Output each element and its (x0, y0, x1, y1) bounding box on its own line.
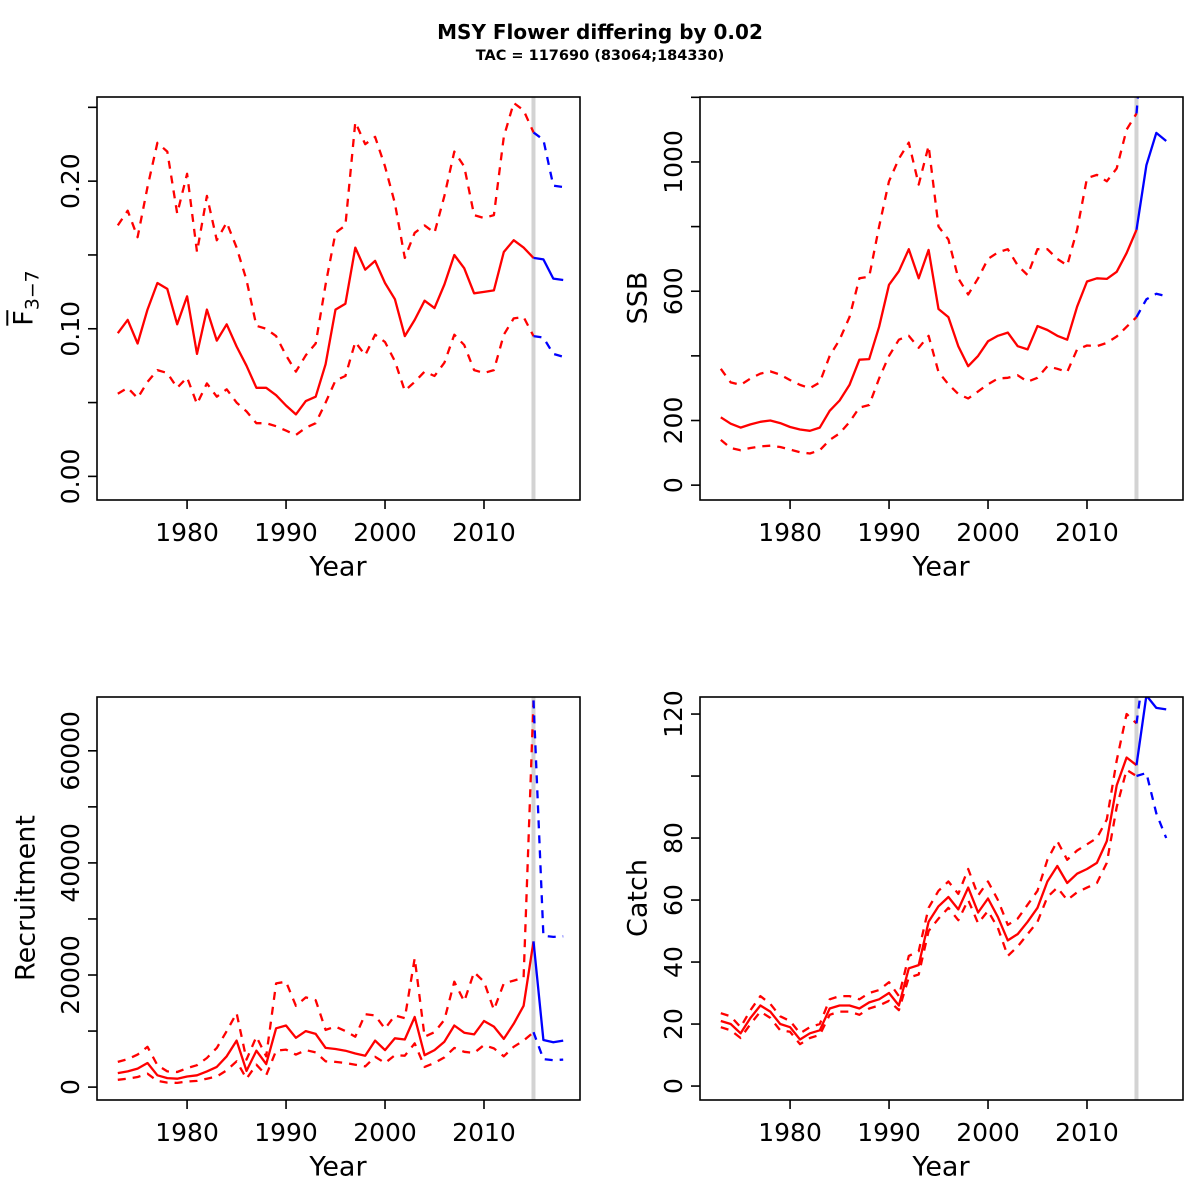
catch-y-tick-label: 40 (659, 946, 688, 978)
ssb-upper-ci-line (719, 112, 1138, 390)
fbar-lower-ci-line (117, 315, 535, 437)
recruitment-projection-upper-ci-line (532, 700, 564, 939)
catch-median-line (720, 756, 1138, 1041)
recruitment-panel-border (96, 696, 581, 1101)
catch-y-tick-label: 120 (659, 690, 688, 738)
ssb-y-tick-label: 600 (659, 267, 688, 315)
catch-y-tick-label: 80 (659, 822, 688, 854)
fbar-upper-ci-line (116, 101, 535, 373)
ssb-y-tick-label: 200 (659, 397, 688, 445)
recruitment-projection-lower-ci-line (532, 1031, 564, 1062)
x-axis-label-ssb: Year (912, 551, 970, 583)
recruitment-y-tick-label: 20000 (56, 935, 85, 1015)
y-axis-label-catch: Catch (622, 859, 654, 937)
fbar-projection-median-line (533, 256, 564, 282)
ssb-panel-border (699, 96, 1184, 501)
ssb-x-tick-label: 1980 (758, 518, 822, 547)
recruitment-y-tick-label: 60000 (56, 711, 85, 791)
ssb-projection-median-line (1135, 131, 1167, 230)
fbar-y-tick-label: 0.20 (56, 153, 85, 209)
fbar-y-tick-label: 0.00 (56, 449, 85, 505)
fbar-x-tick-label: 2000 (353, 518, 417, 547)
fbar-panel-border (96, 96, 581, 501)
catch-projection-upper-ci-line (1135, 697, 1142, 724)
catch-upper-ci-line (720, 712, 1138, 1035)
catch-x-tick-label: 1980 (758, 1118, 822, 1147)
x-axis-label-catch: Year (912, 1151, 970, 1183)
catch-x-tick-label: 2010 (1055, 1118, 1119, 1147)
ssb-y-tick-label: 0 (659, 477, 688, 493)
ssb-x-tick-label: 2000 (956, 518, 1020, 547)
catch-projection-lower-ci-line (1136, 771, 1168, 839)
recruitment-median-line (117, 941, 535, 1080)
recruitment-x-tick-label: 1990 (254, 1118, 318, 1147)
catch-projection-median-line (1135, 697, 1167, 766)
ssb-median-line (720, 229, 1138, 432)
catch-lower-ci-line (720, 768, 1138, 1046)
fbar-x-tick-label: 1990 (254, 518, 318, 547)
panel-ssb: 1980 1990 2000 2010 0 200 600 1000 (659, 96, 1184, 547)
recruitment-y-tick-label: 0 (56, 1079, 85, 1095)
fbar-projection-upper-ci-line (532, 131, 564, 189)
fbar-projection-lower-ci-line (533, 334, 564, 358)
fbar-x-tick-label: 2010 (452, 518, 516, 547)
catch-panel-border (699, 696, 1184, 1101)
catch-y-tick-label: 60 (659, 884, 688, 916)
ssb-x-tick-label: 1990 (857, 518, 921, 547)
catch-y-tick-label: 0 (659, 1078, 688, 1094)
ssb-y-tick-label: 1000 (659, 130, 688, 194)
recruitment-x-tick-label: 2010 (452, 1118, 516, 1147)
panel-recruitment: 1980 1990 2000 2010 0 20000 40000 60000 (56, 696, 581, 1147)
ssb-lower-ci-line (720, 316, 1138, 455)
recruitment-y-tick-label: 40000 (56, 823, 85, 903)
panel-fbar: 1980 1990 2000 2010 0.00 0.10 0.20 (56, 96, 581, 547)
panel-catch: 1980 1990 2000 2010 0 20 40 60 80 120 (659, 690, 1184, 1147)
ssb-projection-lower-ci-line (1135, 292, 1167, 318)
y-axis-label-recruitment: Recruitment (10, 815, 42, 981)
x-axis-label-fbar: Year (309, 551, 367, 583)
y-axis-label-fbar: F3−7 (8, 270, 43, 325)
y-axis-label-ssb: SSB (622, 271, 654, 325)
fbar-label-base: F (8, 310, 40, 326)
fbar-x-tick-label: 1980 (155, 518, 219, 547)
plot-title: MSY Flower differing by 0.02 (437, 20, 763, 44)
x-axis-label-recruitment: Year (309, 1151, 367, 1183)
recruitment-x-tick-label: 1980 (155, 1118, 219, 1147)
fbar-y-tick-label: 0.10 (56, 301, 85, 357)
catch-x-tick-label: 1990 (857, 1118, 921, 1147)
catch-y-tick-label: 20 (659, 1008, 688, 1040)
recruitment-projection-median-line (532, 941, 564, 1044)
fbar-median-line (116, 239, 535, 416)
plot-subtitle: TAC = 117690 (83064;184330) (475, 48, 725, 64)
recruitment-x-tick-label: 2000 (353, 1118, 417, 1147)
recruitment-lower-ci-line (117, 1031, 535, 1085)
fbar-label-subscript: 3−7 (21, 270, 44, 311)
recruitment-upper-ci-line (117, 700, 535, 1074)
ssb-x-tick-label: 2010 (1055, 518, 1119, 547)
catch-x-tick-label: 2000 (956, 1118, 1020, 1147)
